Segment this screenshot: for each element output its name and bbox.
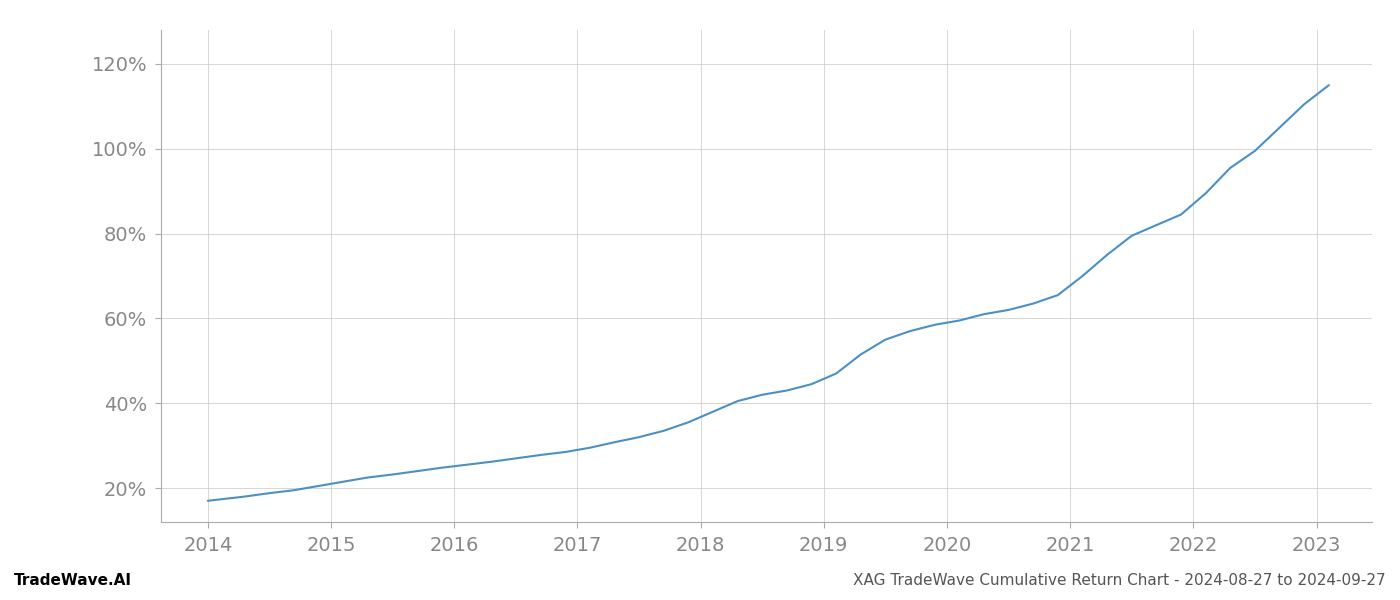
Text: TradeWave.AI: TradeWave.AI [14,573,132,588]
Text: XAG TradeWave Cumulative Return Chart - 2024-08-27 to 2024-09-27: XAG TradeWave Cumulative Return Chart - … [854,573,1386,588]
